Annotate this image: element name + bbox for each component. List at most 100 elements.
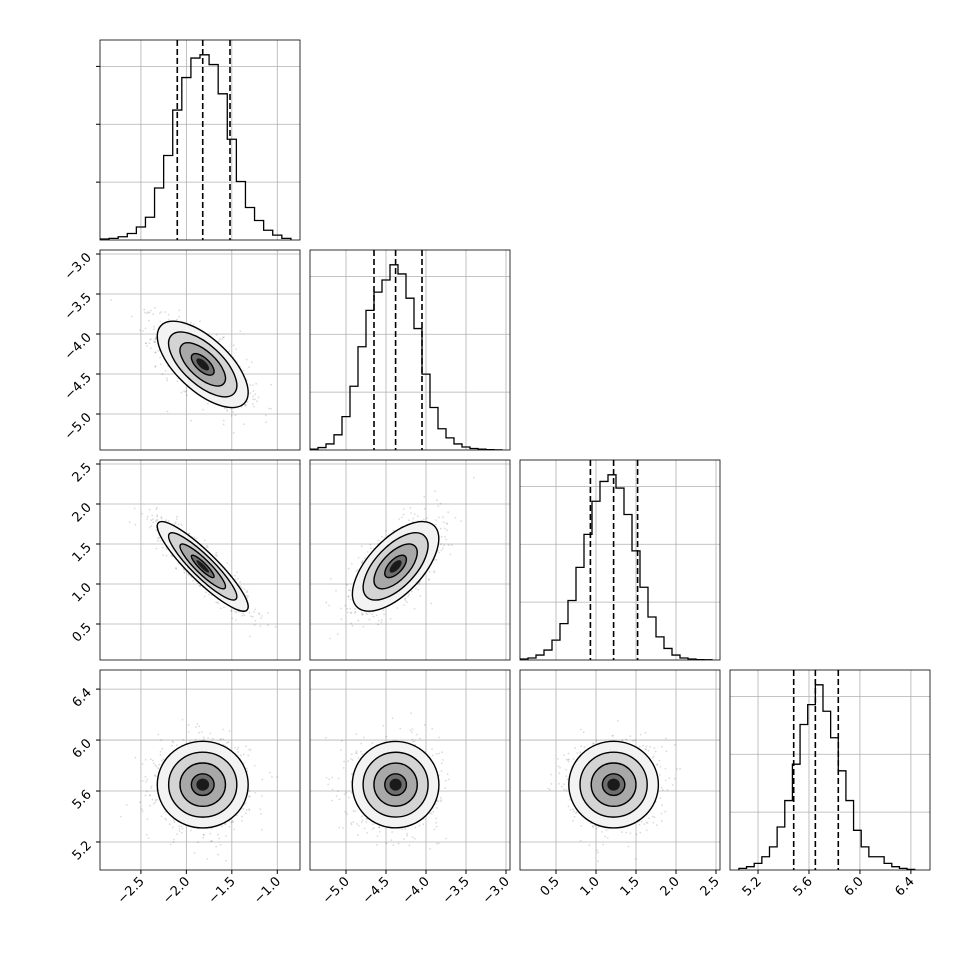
histogram-panel-2 — [519, 459, 721, 661]
scatter-point — [357, 824, 360, 827]
scatter-point — [225, 859, 227, 862]
scatter-point — [248, 790, 251, 792]
scatter-point — [219, 844, 222, 846]
scatter-point — [404, 827, 406, 830]
scatter-point — [391, 717, 394, 720]
scatter-point — [245, 594, 248, 597]
scatter-point — [165, 554, 168, 557]
scatter-point — [338, 798, 341, 801]
scatter-point — [155, 519, 158, 522]
scatter-point — [153, 325, 155, 328]
scatter-point — [446, 529, 448, 532]
scatter-point — [350, 611, 353, 614]
scatter-point — [230, 609, 233, 612]
scatter-point — [430, 812, 433, 815]
scatter-point — [255, 382, 258, 385]
scatter-point — [148, 794, 151, 797]
scatter-point — [429, 812, 431, 815]
scatter-point — [222, 336, 225, 339]
scatter-point — [411, 741, 414, 743]
scatter-point — [236, 571, 238, 574]
scatter-point — [151, 514, 154, 517]
scatter-point — [223, 407, 226, 410]
scatter-point — [145, 780, 147, 783]
scatter-point — [448, 778, 450, 781]
scatter-point — [155, 336, 157, 339]
scatter-point — [363, 827, 366, 830]
scatter-point — [178, 830, 181, 832]
scatter-point — [403, 838, 405, 840]
scatter-point — [175, 567, 178, 570]
scatter-point — [228, 730, 231, 732]
scatter-point — [199, 320, 201, 322]
scatter-point — [399, 727, 402, 730]
scatter-point — [187, 731, 190, 733]
scatter-point — [156, 798, 158, 801]
scatter-point — [378, 826, 381, 829]
scatter-point — [143, 311, 146, 314]
scatter-point — [169, 843, 172, 846]
scatter-point — [183, 569, 186, 572]
scatter-point — [210, 840, 213, 842]
scatter-point — [139, 801, 141, 804]
scatter-point — [360, 545, 363, 547]
scatter-point — [210, 840, 213, 843]
scatter-point — [430, 602, 433, 605]
scatter-point — [423, 724, 426, 726]
scatter-point — [435, 825, 438, 828]
scatter-point — [215, 845, 218, 848]
scatter-point — [145, 834, 148, 836]
scatter-point — [261, 615, 263, 617]
scatter-point — [413, 837, 416, 840]
scatter-point — [233, 828, 236, 831]
scatter-point — [154, 341, 156, 344]
scatter-point — [231, 820, 234, 823]
scatter-point — [206, 544, 209, 547]
scatter-point — [350, 791, 353, 794]
scatter-point — [268, 407, 270, 410]
scatter-point — [385, 842, 388, 845]
scatter-point — [251, 615, 254, 618]
scatter-point — [119, 815, 122, 818]
scatter-point — [347, 595, 350, 598]
scatter-point — [365, 817, 368, 820]
scatter-point — [144, 758, 147, 761]
scatter-point — [240, 587, 243, 589]
scatter-point — [431, 727, 434, 730]
scatter-point — [356, 823, 358, 825]
scatter-point — [261, 795, 263, 797]
scatter-point — [257, 612, 260, 615]
scatter-point — [248, 795, 250, 798]
scatter-point — [389, 617, 392, 620]
scatter-point — [205, 546, 208, 549]
scatter-point — [449, 553, 452, 556]
scatter-point — [143, 308, 146, 311]
scatter-point — [413, 740, 416, 743]
scatter-point — [409, 506, 412, 509]
scatter-point — [180, 523, 183, 526]
histogram-step-1 — [310, 264, 503, 450]
scatter-point — [413, 513, 416, 515]
scatter-point — [254, 398, 256, 401]
scatter-point — [232, 821, 235, 824]
scatter-point — [186, 394, 188, 396]
scatter-point — [380, 621, 383, 623]
scatter-point — [188, 574, 190, 576]
scatter-point — [426, 517, 428, 520]
scatter-point — [156, 539, 159, 542]
scatter-point — [167, 313, 170, 316]
scatter-point — [141, 780, 144, 782]
scatter-point — [365, 821, 368, 823]
scatter-point — [435, 523, 437, 526]
scatter-point — [442, 547, 444, 550]
scatter-point — [385, 529, 387, 532]
scatter-point — [245, 404, 247, 407]
scatter-point — [202, 833, 205, 836]
scatter-point — [218, 338, 221, 340]
scatter-point — [331, 776, 334, 779]
scatter-point — [439, 502, 442, 505]
scatter-point — [221, 338, 224, 340]
scatter-point — [154, 365, 157, 368]
scatter-point — [265, 421, 268, 424]
scatter-point — [227, 741, 230, 744]
